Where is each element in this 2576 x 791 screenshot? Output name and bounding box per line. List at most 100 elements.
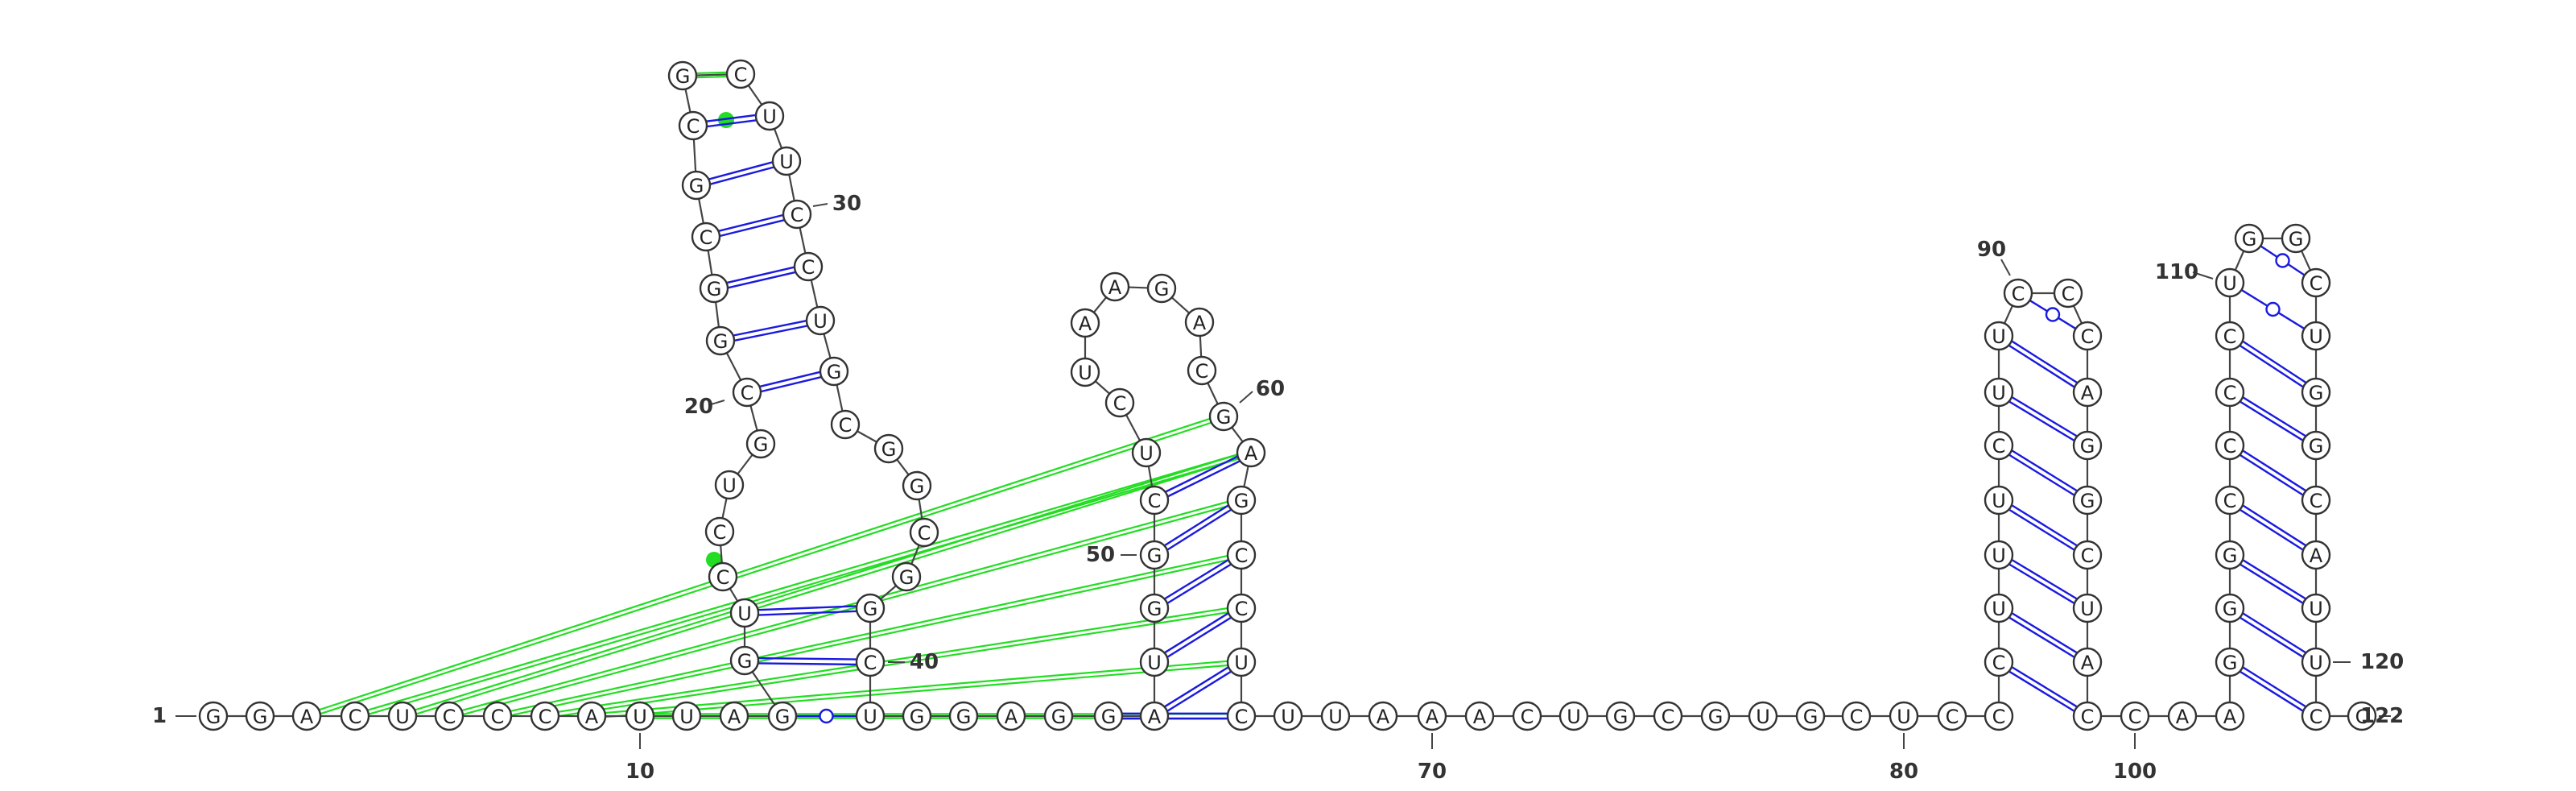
nucleotide-circle [1368, 701, 1398, 731]
nucleotide-10: U [625, 701, 655, 731]
nucleotide-8: C [530, 701, 560, 731]
nucleotide-circle [1984, 701, 2014, 731]
nucleotide-letter: A [1193, 312, 1207, 334]
nucleotide-33: G [819, 356, 849, 387]
nucleotide-letter: U [2223, 272, 2237, 295]
nucleotide-letter: A [1005, 706, 1018, 728]
nucleotide-letter: U [762, 106, 777, 128]
nucleotide-92: C [2072, 321, 2103, 351]
nucleotide-letter: U [1567, 706, 1581, 728]
position-label-110: 110 [2155, 260, 2198, 284]
backbone-segment [1207, 382, 1219, 405]
nucleotide-letter: C [2081, 325, 2095, 348]
nucleotide-circle [2003, 278, 2033, 309]
nucleotide-57: G [1146, 273, 1177, 304]
nucleotide-circle [691, 222, 721, 252]
nucleotide-74: G [1605, 701, 1636, 731]
nucleotide-letter: C [839, 414, 852, 437]
nucleotide-letter: C [2081, 545, 2095, 567]
nucleotide-circle [1273, 701, 1303, 731]
position-label-1: 1 [152, 704, 167, 728]
nucleotide-circle [2215, 267, 2245, 298]
nucleotide-letter: G [1708, 706, 1724, 728]
nucleotide-letter: G [863, 598, 878, 620]
base-pair-line [2011, 666, 2078, 708]
nucleotide-109: C [2215, 321, 2245, 351]
nucleotide-circle [530, 701, 560, 731]
base-pair-line [1164, 666, 1229, 708]
nucleotide-letter: C [802, 256, 815, 279]
backbone-segment [836, 384, 844, 412]
nucleotide-letter: G [713, 330, 729, 353]
nucleotide-120: U [2301, 647, 2331, 677]
nucleotide-letter: G [1147, 598, 1162, 620]
nucleotide-letter: G [2309, 382, 2324, 404]
nucleotide-circle [1984, 485, 2014, 516]
nucleotide-circle [729, 645, 760, 676]
nucleotide-circle [745, 429, 776, 459]
nucleotide-letter: C [1148, 490, 1162, 512]
nucleotide-99: C [2072, 701, 2103, 731]
base-pair-layer [706, 114, 2307, 724]
base-pair-line [2011, 612, 2078, 654]
nucleotide-68: U [1320, 701, 1351, 731]
nucleotide-letter: A [1426, 706, 1439, 728]
nucleotide-letter: C [2355, 706, 2369, 728]
backbone-segment [692, 139, 697, 172]
position-label-60: 60 [1256, 377, 1285, 401]
nucleotide-11: U [671, 701, 702, 731]
position-label-50: 50 [1086, 543, 1115, 567]
nucleotide-circle [2072, 540, 2103, 570]
nucleotide-circle [291, 701, 322, 731]
nucleotide-circle [767, 701, 798, 731]
position-label-70: 70 [1418, 760, 1447, 784]
nucleotide-35: G [873, 433, 904, 464]
nucleotide-circle [1226, 593, 1257, 623]
backbone-segment [1243, 466, 1249, 487]
nucleotide-89: U [1984, 321, 2014, 351]
nucleotide-letter: U [395, 706, 410, 728]
nucleotide-76: G [1700, 701, 1731, 731]
nucleotide-letter: A [1377, 706, 1390, 728]
nucleotide-letter: G [1051, 706, 1067, 728]
nucleotide-letter: U [2309, 325, 2323, 348]
nucleotide-letter: U [863, 706, 877, 728]
nucleotide-letter: G [775, 706, 791, 728]
nucleotide-circle [2281, 223, 2311, 254]
nucleotide-104: G [2215, 593, 2245, 623]
nucleotide-66: C [1226, 701, 1257, 731]
nucleotide-letter: C [2223, 382, 2237, 404]
base-pair-line [2008, 344, 2075, 388]
nucleotide-52: U [1131, 437, 1162, 468]
base-pair-line [2240, 400, 2304, 441]
nucleotide-43: G [948, 701, 979, 731]
nucleotide-letter: C [443, 706, 456, 728]
backbone-segment [720, 545, 723, 564]
nucleotide-circle [2301, 647, 2331, 677]
nucleotide-letter: A [2081, 382, 2095, 404]
backbone-segment [729, 588, 739, 602]
nucleotide-circle [1104, 387, 1135, 418]
nucleotide-45: G [1043, 701, 1074, 731]
nucleotide-letter: U [1897, 706, 1911, 728]
nucleotide-107: C [2215, 430, 2245, 461]
nucleotide-letter: C [2310, 272, 2323, 295]
nucleotide-circle [1226, 540, 1257, 570]
nucleotide-circle [1208, 401, 1239, 432]
nucleotide-53: C [1104, 387, 1135, 418]
nucleotide-circle [1100, 271, 1130, 302]
nucleotide-letter: G [881, 438, 897, 461]
nucleotide-letter: U [1992, 490, 2006, 512]
nucleotide-circle [1984, 430, 2014, 461]
nucleotide-83: C [1984, 647, 2014, 677]
nucleotide-32: U [805, 305, 836, 336]
nucleotide-circle [1139, 701, 1170, 731]
nucleotide-70: A [1417, 701, 1447, 731]
base-pair-line [733, 320, 807, 337]
base-pair-line [707, 119, 757, 128]
nucleotide-circle [1937, 701, 1967, 731]
nucleotide-letter: C [2081, 706, 2095, 728]
nucleotide-circle [1984, 321, 2014, 351]
pseudoknot-line [696, 71, 727, 75]
position-tick-110 [2192, 271, 2214, 280]
